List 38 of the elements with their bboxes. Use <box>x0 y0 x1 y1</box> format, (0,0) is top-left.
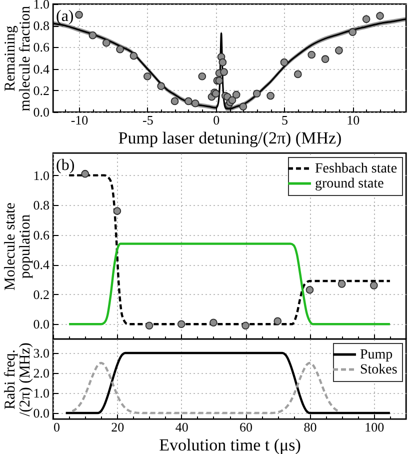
y-tick-label: 0.0 <box>33 104 50 120</box>
x-tick-label: 0 <box>54 420 60 434</box>
x-tick-label: 5 <box>281 112 288 128</box>
legend-label: Pump <box>360 348 393 362</box>
y-tick-label: 2.0 <box>33 366 50 380</box>
y-tick-label: 1.0 <box>33 0 50 12</box>
y-tick-label: 0.8 <box>33 198 50 213</box>
x-tick-label: 0 <box>213 112 220 128</box>
x-tick-label: 80 <box>304 420 317 434</box>
y-axis-title: Molecule state population <box>2 202 34 290</box>
x-axis-title: Pump laser detuning/(2π) (MHz) <box>118 128 342 148</box>
x-tick-label: 20 <box>111 420 124 434</box>
y-tick-label: 0.0 <box>33 316 50 332</box>
y-tick-label: 0.6 <box>33 40 50 55</box>
x-tick-label: 100 <box>364 420 384 434</box>
y-tick-label: 0.8 <box>33 18 50 34</box>
y-tick-label: 0.2 <box>33 286 50 302</box>
y-axis-title: Rabi freq. /(2π) (MHz) <box>2 342 34 416</box>
y-tick-label: 0.4 <box>33 257 50 272</box>
legend-label: Stokes <box>360 362 398 378</box>
y-tick-label: 0.0 <box>33 406 50 420</box>
x-tick-label: 40 <box>175 420 188 434</box>
y-tick-label: 0.2 <box>33 82 50 98</box>
legend-label: ground state <box>315 176 384 192</box>
x-tick-label: 60 <box>240 420 253 434</box>
y-tick-label: 0.6 <box>33 227 50 242</box>
y-axis-title: Remaining molecule fraction <box>2 5 34 112</box>
chart-title: (b) <box>56 157 75 174</box>
y-tick-label: 1.0 <box>33 168 50 183</box>
x-tick-label: -10 <box>70 112 88 128</box>
legend-label: Feshbach state <box>315 162 398 176</box>
chart-title: (a) <box>56 8 74 25</box>
y-tick-label: 0.4 <box>33 61 50 76</box>
x-tick-label: -5 <box>142 112 154 128</box>
y-tick-label: 1.0 <box>33 386 50 400</box>
x-axis-title: Evolution time t (μs) <box>159 436 301 454</box>
y-tick-label: 3.0 <box>33 346 50 360</box>
x-tick-label: 10 <box>346 112 360 128</box>
